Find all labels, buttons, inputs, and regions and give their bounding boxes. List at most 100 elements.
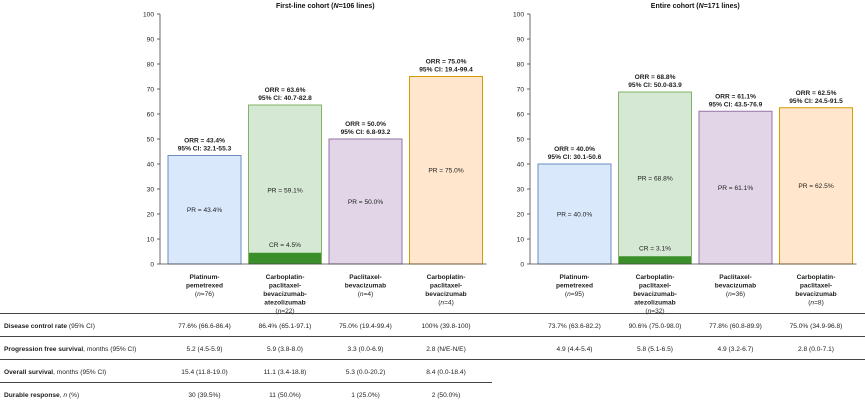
y-tick-label: 70 [147,86,155,93]
orr-label: ORR = 40.0% [554,146,595,153]
y-tick-label: 30 [147,186,155,193]
category-label: bevacizumab [345,283,386,290]
orr-label: ORR = 68.8% [635,74,676,81]
table-cell: 11.1 (3.4-18.8) [263,369,307,376]
y-tick-label: 100 [143,11,154,18]
table-cell: 3.3 (0.0-6.9) [347,346,384,353]
table-cell: 77.6% (66.6-86.4) [178,323,231,330]
y-tick-label: 0 [520,261,524,268]
table-cell: 90.6% (75.0-98.0) [628,323,682,330]
ci-label: 95% CI: 6.8-93.2 [341,129,391,136]
pr-label: PR = 43.4% [187,207,223,214]
category-label: Paclitaxel- [349,274,382,281]
category-n-label: (n=95) [565,291,584,298]
pr-label: PR = 68.8% [637,175,673,182]
y-tick-label: 80 [147,61,155,68]
ci-label: 95% CI: 32.1-55.3 [178,146,232,153]
bar-pr [618,91,692,265]
bar-pr [537,163,612,265]
category-label: paclitaxel- [639,283,671,290]
y-tick-label: 20 [147,211,155,218]
y-tick-label: 10 [517,236,525,243]
y-tick-label: 70 [517,86,525,93]
table-cell: 75.0% (34.9-96.8) [789,323,843,330]
category-label: bevacizumab [425,291,466,298]
category-label: Paclitaxel- [719,274,752,281]
category-label: paclitaxel- [430,283,462,290]
y-tick-label: 100 [513,11,524,18]
row-label: Disease control rate (95% CI) [4,323,95,330]
table-cell: 30 (39.5%) [188,392,221,399]
category-label: atezolizumab [264,300,305,307]
y-tick-label: 20 [517,211,525,218]
category-n-label: (n=8) [808,300,824,307]
category-label: Platinum- [189,274,219,281]
pr-label: PR = 50.0% [348,199,384,206]
category-label: Carboplatin- [797,274,836,281]
row-label: Overall survival, months (95% CI) [4,369,107,376]
table-cell: 75.0% (19.4-99.4) [339,323,392,330]
cr-label: CR = 3.1% [639,245,671,252]
table-cell: 1 (25.0%) [351,392,380,399]
ci-label: 95% CI: 50.0-83.9 [628,82,682,89]
category-label: pemetrexed [556,283,593,290]
category-label: atezolizumab [634,300,675,307]
table-cell: 100% (39.8-100) [421,323,471,330]
chart-title: First-line cohort (N=106 lines) [276,3,375,10]
table-cell: 4.9 (3.2-6.7) [717,346,754,353]
category-n-label: (n=22) [275,308,294,315]
category-label: pemetrexed [186,283,223,290]
orr-label: ORR = 43.4% [184,138,225,145]
table-rule [0,382,492,383]
orr-label: ORR = 63.6% [265,87,306,94]
table-cell: 73.7% (63.6-82.2) [548,323,601,330]
y-tick-label: 60 [517,111,525,118]
category-label: bevacizumab- [633,291,677,298]
bar-cr [249,252,321,264]
y-tick-label: 50 [517,136,525,143]
y-tick-label: 50 [147,136,155,143]
bar-pr [409,76,483,265]
y-tick-label: 0 [150,261,154,268]
table-cell: 5.8 (5.1-6.5) [637,346,673,353]
y-tick-label: 90 [517,36,525,43]
table-cell: 15.4 (11.8-19.0) [181,369,228,376]
ci-label: 95% CI: 43.5-76.9 [709,101,763,108]
row-label: Durable response, n (%) [4,392,80,399]
category-label: paclitaxel- [800,283,832,290]
category-label: bevacizumab [715,283,756,290]
bar-pr [248,104,322,265]
bar-pr [167,155,242,265]
ci-label: 95% CI: 40.7-82.8 [258,95,312,102]
y-tick-label: 80 [517,61,525,68]
category-n-label: (n=32) [645,308,664,315]
pr-label: PR = 62.5% [798,183,834,190]
y-tick-label: 40 [517,161,525,168]
orr-label: ORR = 75.0% [426,59,467,66]
table-rule [0,359,865,360]
table-rule [0,313,865,314]
bar-pr [779,107,853,265]
orr-bar-charts: First-line cohort (N=106 lines) 0 10 20 30 40… [143,3,857,315]
category-label: bevacizumab [795,291,836,298]
table-cell: 86.4% (65.1-97.1) [258,323,312,330]
y-tick-label: 10 [147,236,155,243]
category-n-label: (n=4) [438,300,454,307]
cr-label: CR = 4.5% [269,242,301,249]
category-label: Carboplatin- [636,274,675,281]
y-tick-label: 90 [147,36,155,43]
category-n-label: (n=76) [195,291,214,298]
table-cell: 2.8 (0.0-7.1) [798,346,834,353]
orr-label: ORR = 62.5% [796,90,837,97]
orr-label: ORR = 50.0% [345,121,386,128]
table-cell: 77.8% (60.8-89.9) [709,323,762,330]
table-cell: 5.2 (4.5-5.9) [186,346,223,353]
bar-pr [698,110,773,265]
y-tick-label: 40 [147,161,155,168]
y-tick-label: 30 [517,186,525,193]
table-cell: 11 (50.0%) [269,392,301,399]
pr-label: PR = 40.0% [557,211,593,218]
pr-label: PR = 59.1% [267,187,303,194]
table-rule [0,336,865,337]
table-cell: 4.9 (4.4-5.4) [556,346,593,353]
